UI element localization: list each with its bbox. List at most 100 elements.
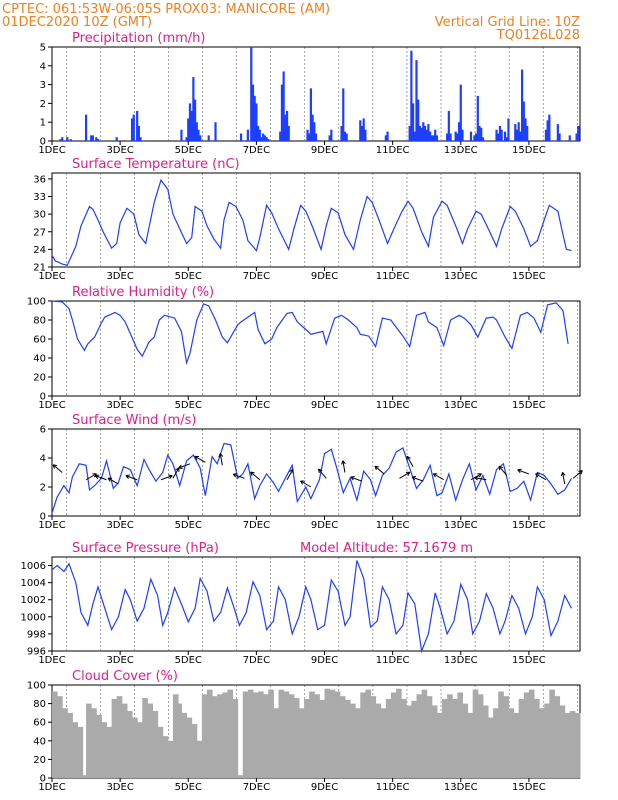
precip-bar <box>306 129 309 141</box>
y-tick-label: 36 <box>33 174 46 185</box>
wind-arrow-head <box>374 466 377 471</box>
x-tick-label: 11DEC <box>376 271 410 282</box>
cloud-bar <box>80 775 87 778</box>
cloud-bar <box>283 691 290 778</box>
y-tick-label: 0 <box>40 392 46 403</box>
cloud-bar <box>309 691 315 778</box>
x-tick-label: 3DEC <box>106 400 133 411</box>
cloud-bar <box>564 712 571 778</box>
precip-bar <box>420 127 423 141</box>
cloud-bar <box>574 712 581 778</box>
precip-bar <box>136 110 139 141</box>
cloud-bar <box>57 696 63 778</box>
wind-arrow-head <box>218 453 221 458</box>
y-tick-label: 0 <box>40 512 46 523</box>
wind-arrow-head <box>300 480 304 485</box>
x-tick-label: 9DEC <box>311 145 338 156</box>
precip-bar <box>575 133 578 141</box>
precip-bar <box>497 133 500 141</box>
precip-bar <box>195 122 198 141</box>
precip-bar <box>415 60 418 141</box>
wind-arrow <box>433 473 444 481</box>
precip-bar <box>517 122 520 141</box>
wind-arrow-head <box>560 472 564 477</box>
precip-bar <box>505 137 508 141</box>
cloud-bar <box>273 708 280 778</box>
wind-arrow-head <box>535 473 539 478</box>
wind-arrow-head <box>125 474 130 477</box>
cloud-bar <box>513 712 520 778</box>
precip-bar <box>360 125 364 141</box>
wind-arrow <box>318 468 327 479</box>
y-tick-label: 80 <box>33 699 46 710</box>
precip-bar <box>425 129 428 141</box>
wind-arrow-head <box>478 473 482 478</box>
cloud-bar <box>263 694 269 778</box>
precip-bar <box>473 135 476 141</box>
cloud-bar <box>523 692 530 778</box>
x-tick-label: 3DEC <box>106 782 133 793</box>
precip-bar <box>91 135 94 141</box>
precip-bar <box>287 125 290 141</box>
precip-bar <box>556 124 559 141</box>
plot-frame <box>51 172 581 268</box>
x-tick-label: 11DEC <box>376 520 410 531</box>
x-tick-label: 5DEC <box>175 655 202 666</box>
cloud-bar <box>431 705 438 778</box>
wind-arrow <box>474 477 487 481</box>
x-tick-label: 3DEC <box>106 271 133 282</box>
cloud-bar <box>106 726 113 778</box>
precip-bar <box>359 120 362 141</box>
y-tick-label: 1000 <box>21 612 46 623</box>
precip-bar <box>246 129 249 141</box>
precip-bar <box>84 114 88 141</box>
cloud-bar <box>191 724 198 778</box>
x-tick-label: 1DEC <box>38 782 65 793</box>
cloud-bar <box>293 698 300 778</box>
y-tick-label: 40 <box>33 736 46 747</box>
x-tick-label: 3DEC <box>106 655 133 666</box>
precip-bar <box>417 99 420 141</box>
precip-bar <box>454 131 457 141</box>
wind-arrow <box>85 473 97 481</box>
panel-title: Cloud Cover (%) <box>72 669 178 684</box>
x-tick-label: 7DEC <box>243 400 270 411</box>
precip-bar <box>180 129 183 141</box>
precip-bar <box>481 137 485 141</box>
cloud-bar <box>559 705 566 778</box>
precip-bar <box>265 137 268 141</box>
wind-arrow-head <box>580 470 583 475</box>
y-tick-label: 996 <box>27 647 46 658</box>
precip-bar <box>432 135 435 141</box>
y-tick-label: 2 <box>40 483 46 494</box>
precip-bar <box>478 125 481 141</box>
cloud-bar <box>152 711 159 778</box>
wind-arrow-head <box>517 469 521 474</box>
wind-arrow-head <box>178 464 182 469</box>
cloud-bar <box>96 714 102 778</box>
y-tick-label: 1002 <box>21 595 46 606</box>
precip-bar <box>469 131 473 141</box>
precip-bar <box>526 125 529 141</box>
y-tick-label: 3 <box>40 80 46 91</box>
precip-bar <box>258 129 261 141</box>
precip-bar <box>280 84 284 141</box>
cloud-bar <box>406 705 412 778</box>
wind-arrow <box>160 475 173 481</box>
x-tick-label: 7DEC <box>243 655 270 666</box>
cloud-bar <box>503 696 509 778</box>
y-tick-label: 30 <box>33 210 46 221</box>
cloud-bar <box>176 703 182 778</box>
wind-arrow-head <box>562 471 566 476</box>
wind-arrow-head <box>232 473 237 478</box>
cloud-bar <box>539 708 545 778</box>
wind-arrow-head <box>498 466 501 471</box>
precip-bar <box>515 129 519 141</box>
precip-bar <box>435 135 439 141</box>
cloud-bar <box>360 692 366 778</box>
wind-arrow <box>350 476 363 482</box>
series-line <box>51 178 572 266</box>
cloud-bar <box>181 712 188 778</box>
precip-bar <box>96 139 100 141</box>
cloud-bar <box>201 694 208 778</box>
